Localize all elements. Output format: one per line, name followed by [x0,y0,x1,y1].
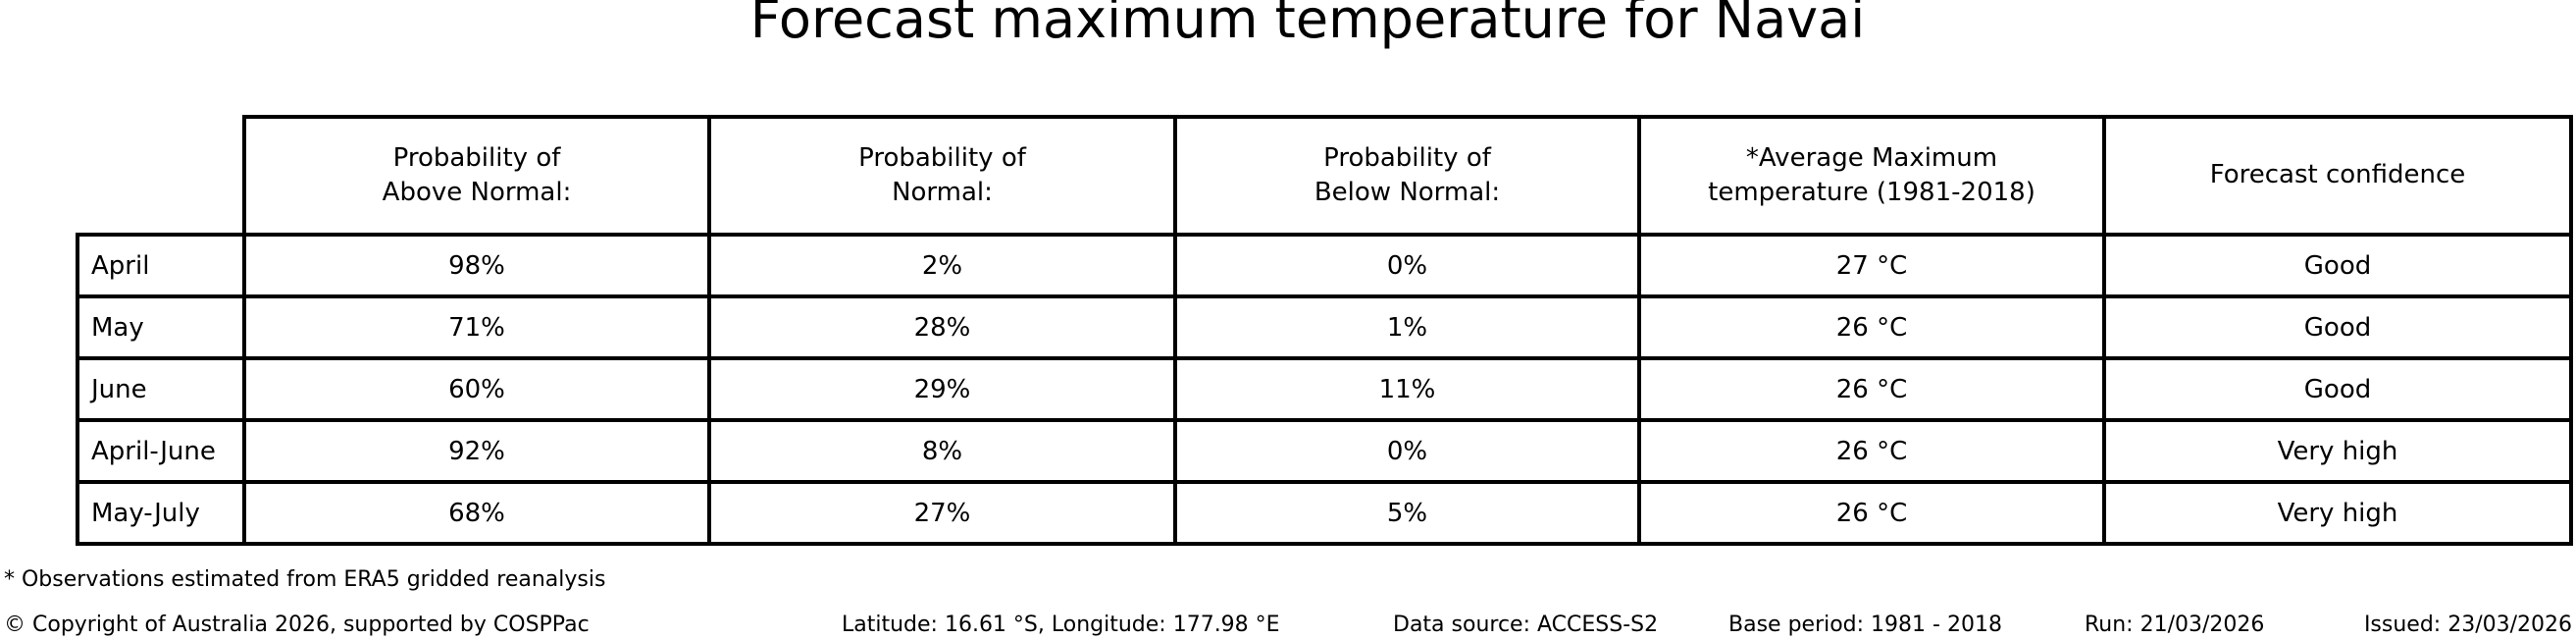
table-cell: Good [2102,294,2573,360]
table-header: Probability of Above Normal: Probability … [77,115,2573,237]
table-cell: 71% [242,294,711,360]
table-cell: 98% [242,233,711,298]
row-label: May-July [76,480,246,546]
table-cell: 0% [1173,418,1641,484]
table-corner-blank [77,117,244,235]
table-header-row: Probability of Above Normal: Probability … [77,115,2573,237]
row-label: May [76,294,246,360]
table-cell: Very high [2102,480,2573,546]
column-header: Probability of Above Normal: [242,115,711,237]
issued-date-text: Issued: 23/03/2026 [2363,613,2572,637]
data-source-text: Data source: ACCESS-S2 [1393,613,1659,637]
column-header: Probability of Normal: [707,115,1177,237]
table-cell: 1% [1173,294,1641,360]
copyright-text: © Copyright of Australia 2026, supported… [4,613,590,637]
table-cell: Very high [2102,418,2573,484]
table-body: April 98% 2% 0% 27 °C Good May 71% 28% 1% 26 °C Goo… [76,233,2573,546]
table-cell: 92% [242,418,711,484]
base-period-text: Base period: 1981 - 2018 [1728,613,2002,637]
table-cell: 27 °C [1637,233,2106,298]
table-cell: 8% [707,418,1177,484]
table-row: June 60% 29% 11% 26 °C Good [76,356,2573,422]
table-cell: 11% [1173,356,1641,422]
row-label: April [76,233,246,298]
table-row: May-July 68% 27% 5% 26 °C Very high [76,480,2573,546]
table-cell: 29% [707,356,1177,422]
table-row: April 98% 2% 0% 27 °C Good [76,233,2573,298]
row-label: June [76,356,246,422]
observations-footnote: * Observations estimated from ERA5 gridd… [4,567,606,592]
table-cell: Good [2102,356,2573,422]
table-cell: 26 °C [1637,480,2106,546]
row-label: April-June [76,418,246,484]
table-cell: 68% [242,480,711,546]
column-header: Forecast confidence [2102,115,2573,237]
table-cell: Good [2102,233,2573,298]
run-date-text: Run: 21/03/2026 [2085,613,2265,637]
table-cell: 27% [707,480,1177,546]
table-cell: 5% [1173,480,1641,546]
table-row: May 71% 28% 1% 26 °C Good [76,294,2573,360]
forecast-table: Probability of Above Normal: Probability … [76,115,2573,546]
column-header: Probability of Below Normal: [1173,115,1641,237]
location-coordinates-text: Latitude: 16.61 °S, Longitude: 177.98 °E [842,613,1280,637]
table-cell: 2% [707,233,1177,298]
page-title: Forecast maximum temperature for Navai [749,0,1866,50]
table-cell: 0% [1173,233,1641,298]
table-cell: 26 °C [1637,418,2106,484]
table-row: April-June 92% 8% 0% 26 °C Very high [76,418,2573,484]
column-header: *Average Maximum temperature (1981-2018) [1637,115,2106,237]
table-cell: 60% [242,356,711,422]
table-cell: 28% [707,294,1177,360]
table-cell: 26 °C [1637,294,2106,360]
table-cell: 26 °C [1637,356,2106,422]
